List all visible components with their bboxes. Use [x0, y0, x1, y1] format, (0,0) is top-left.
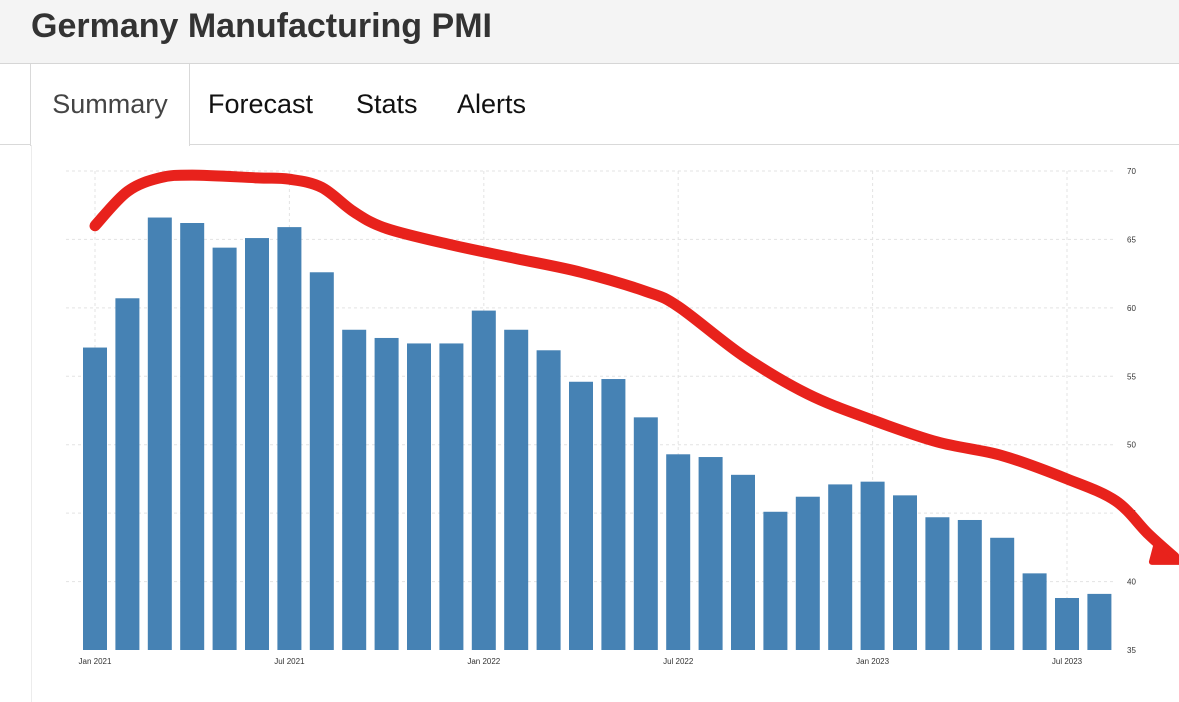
tab-alerts[interactable]: Alerts: [457, 89, 527, 119]
bar-aug-2021: [309, 272, 334, 650]
bar-sep-2021: [342, 329, 367, 650]
bar-oct-2022: [763, 511, 788, 650]
bar-may-2021: [212, 247, 237, 650]
bar-dec-2022: [828, 484, 853, 650]
x-tick-label: Jan 2022: [467, 657, 500, 666]
bar-jul-2021: [277, 227, 302, 650]
bar-nov-2021: [407, 343, 431, 650]
x-tick-label: Jul 2022: [663, 657, 694, 666]
bar-mar-2023: [925, 517, 950, 650]
bar-mar-2022: [536, 350, 561, 650]
x-tick-label: Jul 2023: [1052, 657, 1083, 666]
y-tick-label: 65: [1127, 235, 1136, 244]
tab-bar: Summary Forecast Stats Alerts: [0, 64, 1179, 146]
bar-jan-2022: [471, 310, 496, 650]
bar-may-2022: [601, 379, 626, 650]
y-tick-label: 60: [1127, 304, 1136, 313]
bar-dec-2021: [439, 343, 464, 650]
title-bar: Germany Manufacturing PMI: [0, 0, 1179, 64]
x-tick-label: Jul 2021: [274, 657, 305, 666]
bar-oct-2021: [374, 337, 399, 650]
bar-sep-2022: [731, 474, 755, 650]
bar-jan-2023: [860, 481, 885, 650]
trend-arrow-head: [1148, 539, 1179, 565]
y-tick-label: 35: [1127, 646, 1136, 655]
bar-apr-2023: [957, 519, 982, 650]
y-tick-label: 50: [1127, 441, 1136, 450]
bar-mar-2021: [147, 217, 172, 650]
x-tick-label: Jan 2021: [79, 657, 112, 666]
page-title: Germany Manufacturing PMI: [31, 7, 492, 45]
y-tick-label: 55: [1127, 372, 1136, 381]
tab-summary[interactable]: Summary: [30, 64, 190, 146]
x-tick-label: Jan 2023: [856, 657, 889, 666]
panel-left-border: [31, 145, 32, 702]
bar-may-2023: [990, 537, 1015, 650]
bar-feb-2023: [893, 495, 917, 650]
bar-jun-2022: [633, 417, 658, 650]
bar-apr-2021: [180, 223, 205, 650]
tab-forecast[interactable]: Forecast: [208, 89, 314, 119]
bar-aug-2023: [1087, 593, 1112, 650]
tab-stats[interactable]: Stats: [356, 89, 418, 119]
bar-jul-2022: [666, 454, 691, 650]
bar-jul-2023: [1055, 597, 1079, 650]
trend-arrow-line: [89, 169, 1179, 563]
bar-jun-2023: [1022, 573, 1047, 650]
y-tick-label: 40: [1127, 578, 1136, 587]
bar-apr-2022: [569, 381, 593, 650]
y-tick-label: 70: [1127, 167, 1136, 176]
bar-nov-2022: [795, 496, 820, 650]
bar-feb-2022: [504, 329, 529, 650]
bar-feb-2021: [115, 298, 140, 650]
bar-jun-2021: [245, 238, 269, 650]
bar-aug-2022: [698, 457, 723, 650]
bar-jan-2021: [83, 347, 107, 650]
